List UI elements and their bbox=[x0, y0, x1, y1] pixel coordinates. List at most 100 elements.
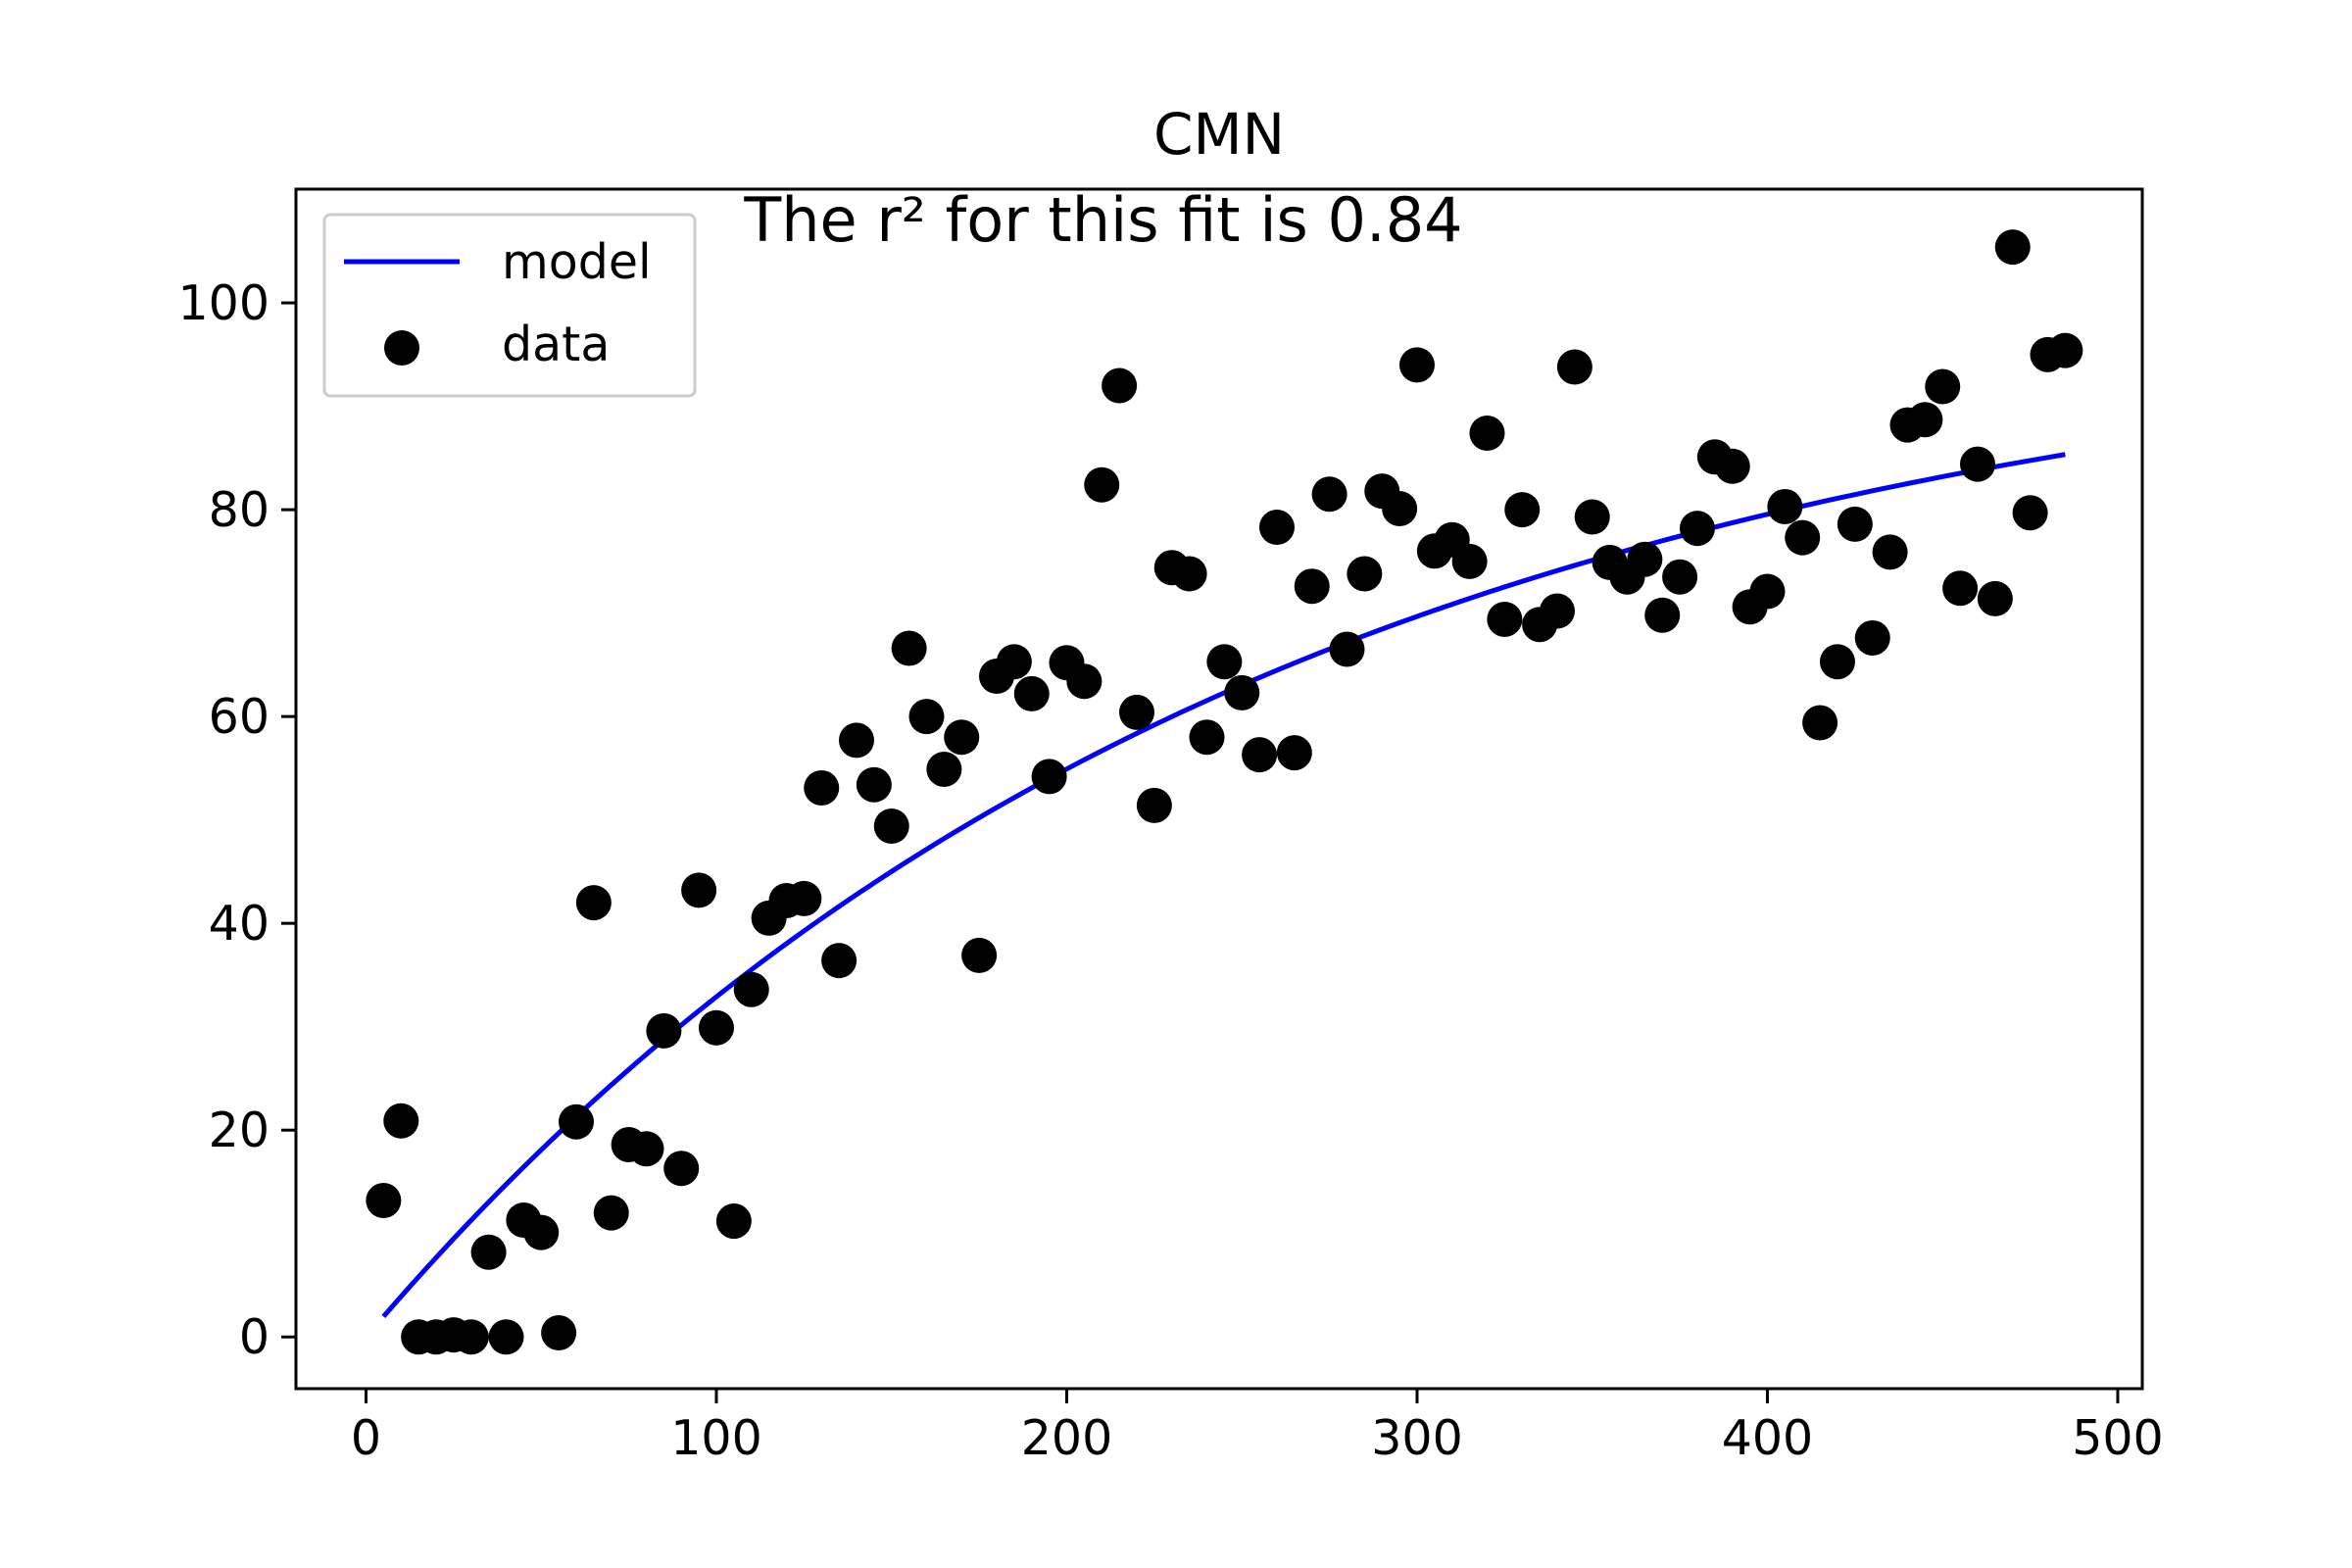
data-point bbox=[1487, 601, 1523, 637]
data-point bbox=[1206, 644, 1243, 680]
legend: model data bbox=[322, 213, 697, 398]
data-point bbox=[1662, 559, 1698, 595]
y-tick-label: 100 bbox=[177, 275, 270, 331]
data-point bbox=[559, 1103, 594, 1140]
data-point bbox=[838, 722, 874, 759]
data-point bbox=[698, 1009, 734, 1046]
data-point bbox=[1347, 556, 1383, 592]
data-point bbox=[453, 1319, 489, 1355]
data-point bbox=[1189, 719, 1225, 756]
data-point bbox=[541, 1315, 577, 1351]
data-point bbox=[628, 1131, 664, 1167]
data-point bbox=[1224, 674, 1260, 710]
data-point bbox=[593, 1195, 629, 1231]
data-point bbox=[1977, 580, 2013, 616]
data-point bbox=[1679, 511, 1715, 547]
data-point bbox=[1994, 229, 2031, 266]
data-point bbox=[488, 1319, 524, 1355]
data-point bbox=[1276, 735, 1312, 771]
data-point bbox=[1329, 631, 1365, 667]
data-point bbox=[1574, 499, 1610, 535]
y-axis: 0 20 40 60 80 100 bbox=[177, 275, 296, 1365]
data-point bbox=[1242, 737, 1278, 773]
data-point bbox=[1644, 597, 1681, 633]
data-point bbox=[1258, 510, 1295, 546]
data-point bbox=[996, 644, 1032, 680]
data-point bbox=[1171, 556, 1207, 592]
data-point bbox=[873, 808, 909, 844]
data-point bbox=[366, 1182, 402, 1218]
data-point bbox=[2047, 332, 2083, 368]
plot-frame bbox=[294, 187, 2144, 1391]
x-tick-label: 400 bbox=[1722, 1410, 1814, 1466]
data-point bbox=[1294, 568, 1330, 605]
data-point bbox=[786, 880, 822, 916]
x-tick-label: 100 bbox=[670, 1410, 762, 1466]
data-point bbox=[1451, 543, 1488, 579]
data-point bbox=[1802, 705, 1838, 741]
data-point bbox=[1398, 347, 1435, 383]
legend-data-marker bbox=[384, 330, 419, 366]
data-point bbox=[926, 751, 962, 787]
data-point bbox=[1837, 506, 1873, 542]
y-tick-label: 0 bbox=[239, 1309, 270, 1365]
data-point bbox=[961, 937, 998, 973]
data-point bbox=[1785, 519, 1821, 556]
data-point bbox=[1013, 675, 1050, 711]
data-point bbox=[646, 1012, 682, 1049]
fit-annotation: The r² for this fit is 0.84 bbox=[743, 184, 1462, 256]
data-point bbox=[1714, 448, 1750, 484]
data-point bbox=[944, 719, 980, 756]
data-point bbox=[1539, 593, 1575, 629]
data-point bbox=[1031, 759, 1067, 795]
data-point bbox=[821, 943, 858, 979]
data-point bbox=[1627, 541, 1663, 577]
data-point bbox=[663, 1151, 700, 1187]
data-point bbox=[1819, 644, 1855, 680]
data-point bbox=[1136, 787, 1172, 823]
data-point bbox=[715, 1203, 752, 1240]
data-point bbox=[1118, 694, 1154, 730]
data-point bbox=[1959, 446, 1995, 482]
data-point bbox=[804, 769, 840, 806]
y-tick-label: 60 bbox=[209, 689, 270, 745]
data-point bbox=[1942, 570, 1979, 607]
data-point bbox=[1066, 663, 1102, 700]
y-tick-label: 80 bbox=[209, 482, 270, 538]
data-point bbox=[1382, 491, 1418, 527]
data-point bbox=[523, 1214, 560, 1250]
data-point bbox=[383, 1102, 419, 1139]
data-point bbox=[856, 766, 892, 803]
data-point bbox=[470, 1234, 507, 1270]
x-axis: 0 100 200 300 400 500 bbox=[351, 1389, 2164, 1466]
data-point bbox=[891, 630, 927, 666]
data-point bbox=[908, 699, 945, 735]
x-tick-label: 200 bbox=[1021, 1410, 1113, 1466]
data-point bbox=[575, 885, 612, 921]
data-point bbox=[1102, 368, 1138, 404]
y-tick-label: 20 bbox=[209, 1102, 270, 1158]
data-point bbox=[1767, 488, 1803, 524]
x-tick-label: 500 bbox=[2072, 1410, 2164, 1466]
chart-title: CMN bbox=[1153, 101, 1285, 168]
y-tick-label: 40 bbox=[209, 896, 270, 952]
legend-data-label: data bbox=[502, 317, 610, 372]
legend-model-label: model bbox=[502, 234, 652, 290]
data-point bbox=[1925, 368, 1961, 405]
data-point bbox=[1854, 619, 1890, 656]
data-point bbox=[1556, 349, 1592, 385]
x-tick-label: 0 bbox=[351, 1410, 381, 1466]
data-point bbox=[1311, 476, 1348, 513]
data-layer bbox=[366, 229, 2083, 1355]
data-point bbox=[1749, 573, 1786, 610]
data-point bbox=[1872, 534, 1908, 570]
data-point bbox=[2012, 495, 2048, 531]
data-point bbox=[1084, 466, 1120, 503]
data-point bbox=[1469, 416, 1505, 452]
data-point bbox=[1907, 402, 1943, 438]
x-tick-label: 300 bbox=[1371, 1410, 1463, 1466]
data-point bbox=[681, 872, 717, 908]
data-point bbox=[1504, 492, 1541, 528]
data-point bbox=[733, 971, 769, 1007]
